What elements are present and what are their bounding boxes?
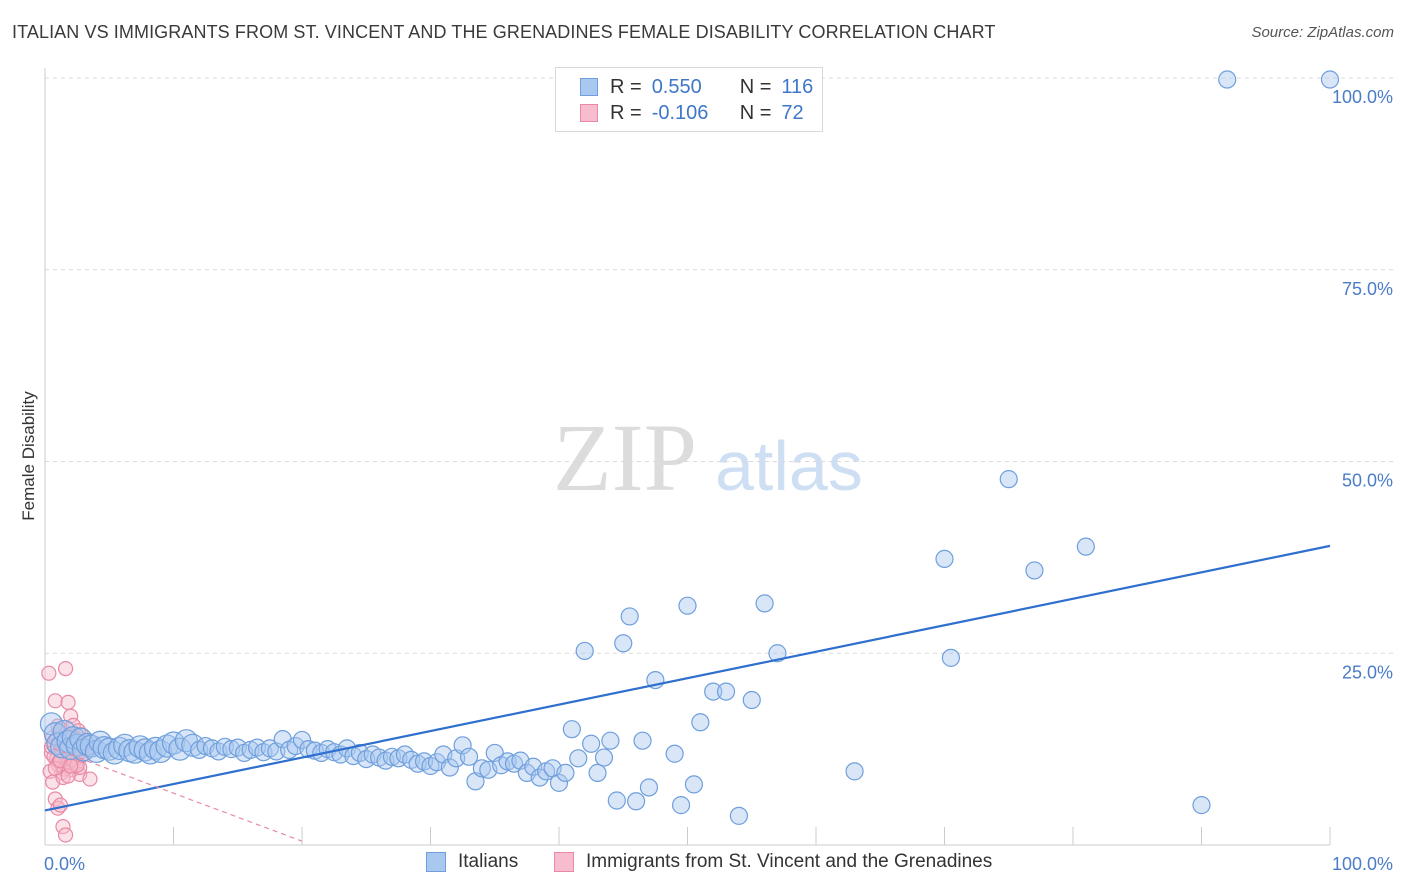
watermark-atlas: atlas — [715, 427, 863, 505]
italian-point-118 — [999, 470, 1018, 489]
italian-point-48 — [292, 730, 312, 750]
legend-r-value: 0.550 — [651, 75, 702, 98]
italian-point-76 — [472, 759, 491, 778]
legend-n-value: 72 — [781, 101, 804, 124]
italian-point-112 — [742, 690, 761, 710]
y-tick-label-3: 100.0% — [1332, 87, 1393, 107]
legend-r-label: R = — [610, 75, 642, 98]
chart-title: ITALIAN VS IMMIGRANTS FROM ST. VINCENT A… — [12, 22, 996, 42]
italian-point-98 — [614, 634, 633, 653]
grid-lines — [45, 77, 1395, 654]
legend-n-label: N = — [739, 75, 772, 98]
italian-point-120 — [1076, 537, 1095, 556]
italian-point-95 — [594, 748, 614, 767]
italian-point-97 — [607, 791, 626, 810]
italian-point-119 — [1025, 561, 1044, 580]
italian-point-101 — [633, 731, 652, 750]
bottom-swatch-svg — [554, 852, 574, 872]
italian-point-110 — [716, 682, 736, 701]
legend-swatch-svg — [580, 104, 598, 122]
italian-point-104 — [665, 744, 684, 763]
italian-point-74 — [459, 747, 479, 766]
italian-point-114 — [768, 644, 787, 663]
italian-point-88 — [549, 773, 569, 792]
italian-point-122 — [1218, 70, 1237, 89]
italian-point-116 — [935, 549, 954, 569]
y-tick-label-1: 50.0% — [1342, 471, 1393, 491]
y-tick-labels: 25.0% 50.0% 75.0% 100.0% — [1332, 87, 1393, 682]
italian-point-1 — [43, 722, 67, 746]
italian-point-94 — [588, 763, 607, 783]
italian-point-67 — [414, 752, 434, 771]
italian-point-90 — [562, 720, 581, 739]
italian-point-115 — [845, 762, 864, 781]
trend-line-italians — [44, 544, 1331, 812]
bottom-legend-svg: Immigrants from St. Vincent and the Gren… — [554, 851, 992, 873]
x-tick-labels: 0.0% 100.0% — [44, 854, 1393, 874]
trend-line-svg — [44, 744, 303, 842]
y-tick-label-0: 25.0% — [1342, 662, 1393, 682]
watermark-zip: ZIP — [553, 404, 697, 511]
legend-swatch-italians — [580, 78, 598, 96]
stats-legend: R = 0.550 N = 116 R = -0.106 N = 72 — [555, 67, 823, 132]
italian-point-117 — [941, 648, 961, 667]
italian-point-41 — [247, 738, 267, 757]
watermark: ZIP atlas — [553, 404, 863, 511]
legend-row-svg: R = -0.106 N = 72 — [580, 101, 804, 125]
italian-point-106 — [678, 596, 697, 615]
italian-point-93 — [582, 734, 601, 753]
italian-point-113 — [755, 594, 774, 613]
italian-points — [39, 70, 1340, 825]
italian-point-107 — [684, 775, 704, 794]
legend-row-italians: R = 0.550 N = 116 — [580, 75, 813, 99]
y-tick-label-2: 75.0% — [1342, 279, 1393, 299]
italian-point-100 — [626, 792, 646, 811]
bottom-swatch-italians — [426, 852, 446, 872]
trend-lines — [44, 544, 1331, 842]
legend-r-label: R = — [610, 101, 642, 124]
italian-point-102 — [639, 778, 659, 797]
italian-point-121 — [1192, 796, 1211, 815]
italian-point-73 — [453, 736, 472, 755]
italian-point-108 — [691, 713, 710, 732]
italian-point-105 — [671, 796, 691, 815]
italian-point-89 — [556, 763, 575, 783]
italian-point-109 — [704, 682, 723, 701]
italian-point-99 — [620, 607, 639, 626]
legend-n-value: 116 — [781, 75, 814, 98]
bottom-legend-label: Immigrants from St. Vincent and the Gren… — [586, 851, 993, 872]
italian-point-96 — [601, 731, 620, 750]
bottom-legend-italians: Italians — [426, 851, 518, 873]
y-axis-label: Female Disability — [19, 391, 38, 521]
italian-point-71 — [440, 758, 459, 777]
italian-point-111 — [729, 806, 749, 825]
italian-point-123 — [1320, 70, 1340, 89]
italian-point-91 — [569, 749, 588, 768]
x-tick-label-0: 0.0% — [44, 854, 85, 874]
x-tick-label-1: 100.0% — [1332, 854, 1393, 874]
legend-r-value: -0.106 — [651, 101, 709, 124]
italian-point-92 — [575, 641, 594, 661]
source-label: Source: ZipAtlas.com — [1251, 24, 1394, 41]
legend-n-label: N = — [739, 101, 772, 124]
bottom-legend-label: Italians — [458, 851, 519, 872]
